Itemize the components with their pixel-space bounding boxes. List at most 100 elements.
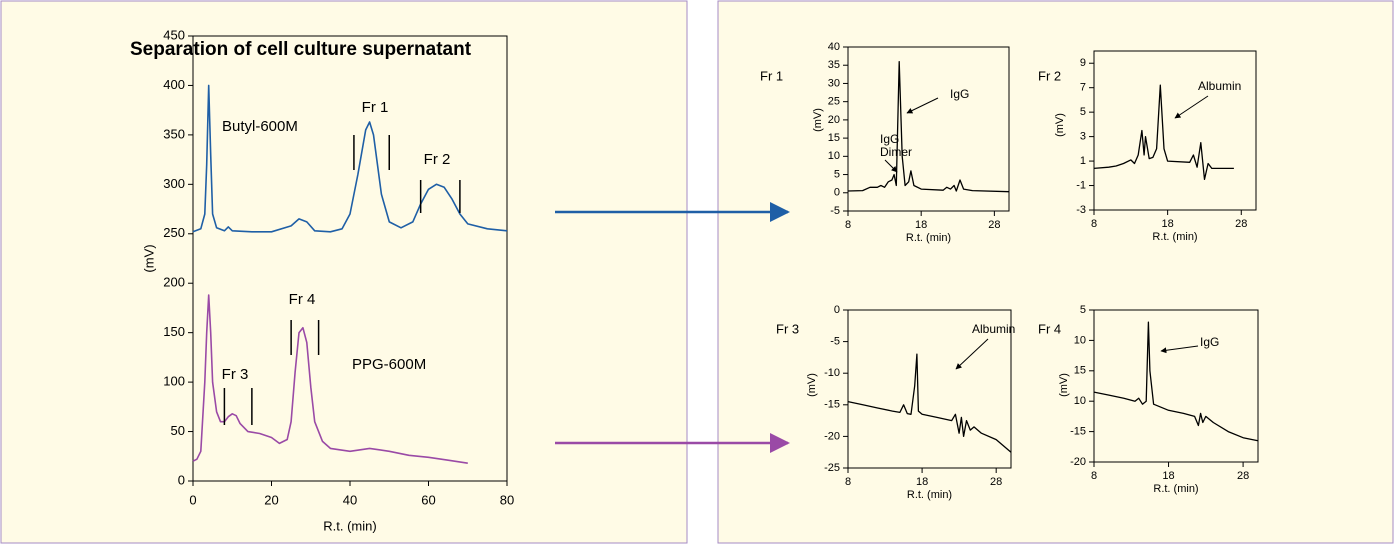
x-axis-label: R.t. (min) <box>907 489 952 501</box>
x-tick-label: 28 <box>988 219 1000 231</box>
y-tick-label: -15 <box>1070 426 1086 438</box>
y-tick-label: 50 <box>171 423 185 438</box>
fraction-label: Fr 1 <box>362 99 389 116</box>
annotation: IgG Dimer <box>880 132 912 159</box>
y-tick-label: 15 <box>828 132 840 144</box>
annotation-arrow <box>1174 95 1209 119</box>
annotation-arrow <box>884 159 898 173</box>
x-tick-label: 28 <box>1235 218 1247 230</box>
plot-frame <box>847 309 1012 469</box>
y-axis-label: (mV) <box>1054 113 1066 137</box>
x-tick-label: 20 <box>264 492 278 507</box>
y-tick-label: 35 <box>828 59 840 71</box>
x-tick-label: 40 <box>343 492 357 507</box>
x-tick-label: 60 <box>421 492 435 507</box>
y-tick-label: 5 <box>1080 106 1086 118</box>
y-axis-label: (mV) <box>812 108 824 132</box>
y-tick-label: 25 <box>828 96 840 108</box>
y-tick-label: 5 <box>834 168 840 180</box>
panel-label: Fr 4 <box>1038 321 1061 336</box>
x-axis-label: R.t. (min) <box>1153 483 1198 495</box>
fraction-label: Fr 3 <box>222 366 249 383</box>
series-line <box>847 353 1012 453</box>
x-tick-label: 28 <box>1237 470 1249 482</box>
x-tick-label: 8 <box>845 219 851 231</box>
y-tick-label: 3 <box>1080 131 1086 143</box>
annotation: IgG <box>1200 335 1219 349</box>
y-tick-label: 450 <box>163 27 185 42</box>
x-axis-label: R.t. (min) <box>323 518 376 533</box>
y-tick-label: 7 <box>1080 82 1086 94</box>
y-tick-label: 30 <box>828 77 840 89</box>
series-label: PPG-600M <box>352 356 426 373</box>
y-tick-label: -10 <box>824 367 840 379</box>
y-tick-label: 200 <box>163 275 185 290</box>
y-tick-label: 350 <box>163 126 185 141</box>
x-axis-label: R.t. (min) <box>906 232 951 244</box>
plot-frame <box>1093 50 1257 211</box>
plot-frame <box>1093 309 1259 463</box>
x-tick-label: 80 <box>500 492 514 507</box>
y-tick-label: 10 <box>1074 395 1086 407</box>
x-axis-label: R.t. (min) <box>1152 231 1197 243</box>
annotation: Albumin <box>972 322 1015 336</box>
fraction-label: Fr 2 <box>424 151 451 168</box>
x-tick-label: 28 <box>990 476 1002 488</box>
panel-label: Fr 3 <box>776 321 799 336</box>
panel-label: Fr 1 <box>760 68 783 83</box>
y-tick-label: -5 <box>830 205 840 217</box>
y-tick-label: 15 <box>1074 365 1086 377</box>
y-tick-label: 10 <box>1074 334 1086 346</box>
y-tick-label: -5 <box>830 336 840 348</box>
x-tick-label: 18 <box>1162 470 1174 482</box>
left-panel <box>0 0 688 544</box>
series-line <box>847 60 1010 193</box>
series-line <box>1093 321 1259 442</box>
y-tick-label: 40 <box>828 41 840 53</box>
x-tick-label: 8 <box>845 476 851 488</box>
y-tick-label: 20 <box>828 114 840 126</box>
y-tick-label: -15 <box>824 399 840 411</box>
y-axis-label: (mV) <box>141 244 156 272</box>
x-tick-label: 0 <box>189 492 196 507</box>
annotation-arrow <box>955 338 989 370</box>
y-tick-label: 1 <box>1080 155 1086 167</box>
y-tick-label: 0 <box>834 304 840 316</box>
x-tick-label: 8 <box>1091 218 1097 230</box>
y-tick-label: 100 <box>163 374 185 389</box>
annotation: IgG <box>950 87 969 101</box>
y-tick-label: -20 <box>1070 456 1086 468</box>
x-tick-label: 18 <box>1162 218 1174 230</box>
right-panel <box>717 0 1394 544</box>
y-tick-label: 0 <box>178 472 185 487</box>
y-tick-label: -25 <box>824 462 840 474</box>
x-tick-label: 18 <box>916 476 928 488</box>
y-tick-label: 400 <box>163 77 185 92</box>
plot-frame <box>847 46 1010 212</box>
y-tick-label: 300 <box>163 176 185 191</box>
y-tick-label: 150 <box>163 324 185 339</box>
y-tick-label: 5 <box>1080 304 1086 316</box>
y-tick-label: -20 <box>824 430 840 442</box>
y-tick-label: 10 <box>828 150 840 162</box>
series-line <box>192 294 468 464</box>
y-tick-label: -1 <box>1076 179 1086 191</box>
y-tick-label: 250 <box>163 225 185 240</box>
x-tick-label: 8 <box>1091 470 1097 482</box>
annotation-arrow <box>1160 345 1199 354</box>
y-axis-label: (mV) <box>1058 373 1070 397</box>
chart-title: Separation of cell culture supernatant <box>130 39 472 60</box>
series-line <box>192 84 508 233</box>
annotation: Albumin <box>1198 79 1241 93</box>
fraction-label: Fr 4 <box>289 291 316 308</box>
annotation-arrow <box>906 97 939 114</box>
series-line <box>1093 84 1234 181</box>
y-tick-label: -3 <box>1076 204 1086 216</box>
y-axis-label: (mV) <box>806 373 818 397</box>
y-tick-label: 9 <box>1080 57 1086 69</box>
y-tick-label: 0 <box>834 187 840 199</box>
panel-label: Fr 2 <box>1038 68 1061 83</box>
series-label: Butyl-600M <box>222 118 298 135</box>
